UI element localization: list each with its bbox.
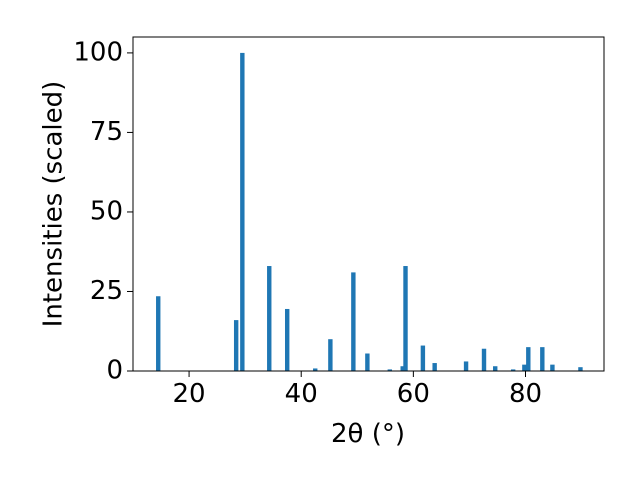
bar	[550, 364, 555, 371]
bar	[540, 347, 545, 371]
bar	[351, 272, 356, 371]
bar	[510, 369, 516, 371]
x-tick-label: 80	[509, 379, 542, 409]
bar	[284, 308, 290, 371]
bar	[313, 368, 318, 371]
x-tick-label: 20	[173, 379, 206, 409]
bar	[328, 339, 333, 371]
bar	[400, 366, 405, 371]
x-tick-label: 40	[285, 379, 318, 409]
y-axis-label: Intensities (scaled)	[39, 81, 69, 328]
bar	[526, 347, 531, 371]
bar	[233, 320, 239, 371]
x-tick-label: 60	[397, 379, 430, 409]
bar	[481, 348, 487, 371]
bar	[493, 366, 498, 371]
y-tick-label: 25	[90, 276, 123, 306]
bar	[240, 52, 245, 372]
bar	[267, 266, 272, 371]
y-tick-label: 100	[73, 37, 123, 67]
bar	[387, 369, 393, 371]
bar	[420, 345, 426, 371]
bar	[463, 361, 469, 371]
bar	[578, 367, 583, 371]
bar	[403, 266, 408, 371]
x-axis-label: 2θ (°)	[331, 419, 405, 449]
y-tick-label: 75	[90, 117, 123, 147]
bar	[156, 296, 161, 371]
bar	[522, 364, 527, 371]
bar	[365, 353, 370, 371]
y-tick-label: 50	[90, 196, 123, 226]
bar	[432, 363, 437, 371]
y-tick-label: 0	[106, 356, 123, 386]
plot-frame	[132, 36, 605, 372]
